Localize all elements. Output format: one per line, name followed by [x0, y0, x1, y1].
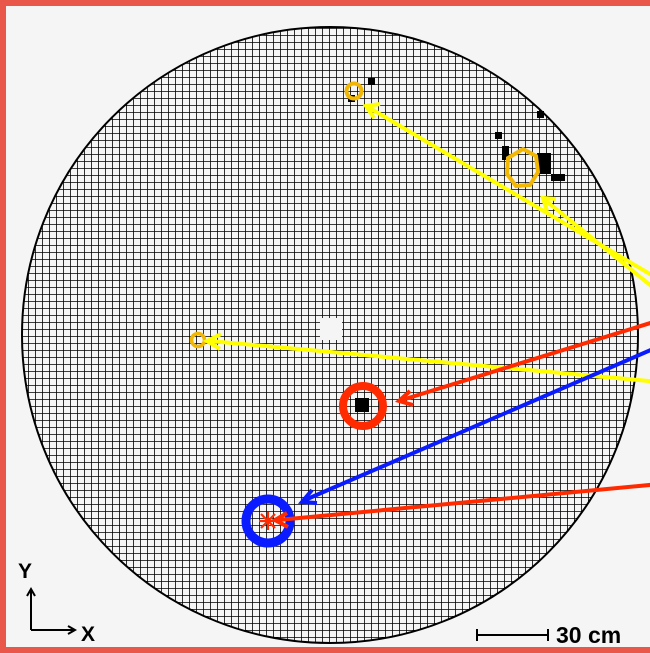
x-axis-label: X: [81, 623, 95, 646]
yellow-arrow-2: [543, 198, 650, 288]
red-arrow-2: [277, 482, 650, 522]
red-arrows: [270, 321, 650, 529]
yellow-arrows: [202, 102, 650, 384]
yellow-arrow-3: [209, 339, 650, 384]
red-arrow-1: [401, 321, 650, 402]
scale-bar: [476, 629, 549, 641]
blue-arrow: [297, 348, 650, 505]
y-axis-label: Y: [18, 560, 32, 583]
cluster-top-right: [504, 146, 541, 189]
axis-indicator: [26, 586, 78, 635]
cluster-top: [344, 81, 364, 101]
central-hole: [320, 318, 342, 340]
scale-bar-label: 30 cm: [556, 622, 621, 648]
yellow-clusters: [189, 81, 541, 349]
cluster-left: [189, 331, 207, 349]
red-cluster: [339, 382, 387, 430]
blue-cluster: [241, 494, 295, 548]
hit-cells: [348, 78, 565, 412]
